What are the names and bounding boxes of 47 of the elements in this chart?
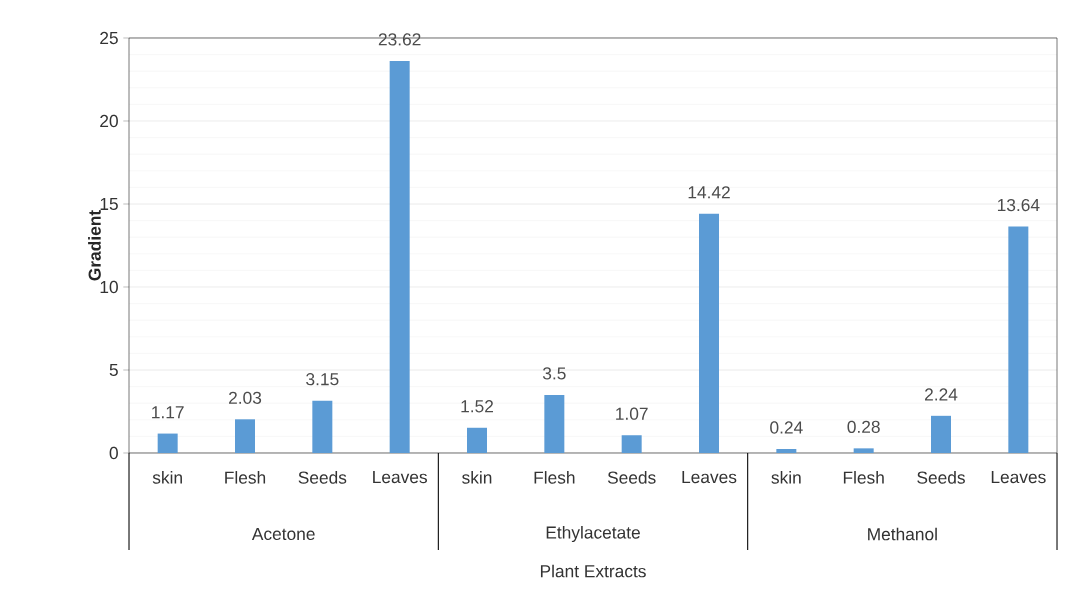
x-tick-label: Seeds <box>298 471 347 484</box>
data-label: 13.64 <box>997 198 1040 212</box>
x-tick-label: Flesh <box>843 471 884 484</box>
x-tick-label: Leaves <box>991 471 1046 484</box>
bar <box>621 435 642 453</box>
y-tick-label: 25 <box>100 31 118 45</box>
x-axis-title: Plant Extracts <box>540 564 646 578</box>
data-label: 3.15 <box>306 373 339 386</box>
bar <box>1008 226 1029 453</box>
bar <box>699 213 720 453</box>
y-tick-label: 0 <box>109 446 118 460</box>
data-label: 1.17 <box>152 406 184 419</box>
bar <box>776 449 797 453</box>
data-label: 2.24 <box>925 388 958 401</box>
x-tick-label: Leaves <box>682 471 737 484</box>
bar <box>389 60 410 453</box>
bar <box>235 419 255 453</box>
data-label: 2.03 <box>229 391 262 404</box>
bar <box>312 400 333 453</box>
x-tick-label: Leaves <box>373 471 427 484</box>
y-tick-label: 5 <box>109 363 118 377</box>
data-label: 3.5 <box>542 367 566 380</box>
bar <box>853 448 874 453</box>
y-tick-label: 10 <box>100 280 118 294</box>
bar <box>157 433 178 453</box>
data-label: 0.28 <box>847 420 880 433</box>
bar <box>467 427 488 453</box>
bar <box>931 415 952 453</box>
data-label: 14.42 <box>688 186 730 199</box>
x-tick-label: Flesh <box>225 471 266 484</box>
data-label: 1.52 <box>461 400 493 413</box>
y-tick-label: 20 <box>100 114 118 128</box>
bar <box>544 394 565 453</box>
data-label: 23.62 <box>378 33 421 46</box>
x-tick-label: Seeds <box>917 471 965 484</box>
x-tick-label: skin <box>152 471 182 484</box>
x-tick-label: skin <box>462 471 492 484</box>
y-axis-title: Gradient <box>88 210 101 281</box>
text: Methanol <box>868 527 937 541</box>
data-label: 0.24 <box>770 421 803 434</box>
y-tick-label: 15 <box>100 197 118 211</box>
x-tick-label: skin <box>771 471 801 484</box>
x-tick-label: Flesh <box>534 471 575 484</box>
x-tick-label: Seeds <box>607 471 656 484</box>
text: Ethylacetate <box>546 525 640 543</box>
data-label: 1.07 <box>616 407 648 420</box>
text: Acetone <box>251 527 315 541</box>
